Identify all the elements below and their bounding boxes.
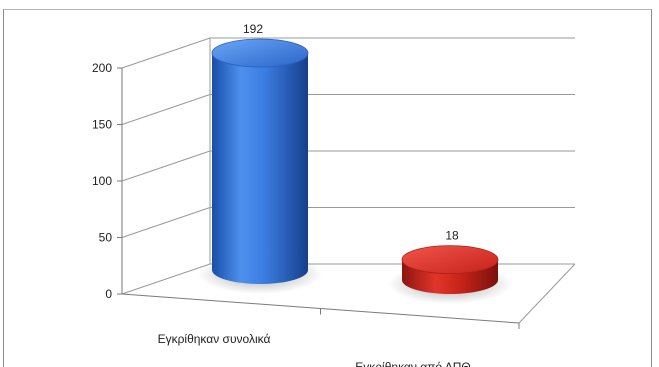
gridline-side <box>121 37 211 69</box>
y-tick-label: 200 <box>92 61 112 75</box>
gridlines <box>121 37 575 295</box>
y-tick-label: 0 <box>105 287 112 301</box>
bars <box>198 38 512 304</box>
y-tick-label: 150 <box>92 118 112 132</box>
x-tick-label: Εγκρίθηκαν συνολικά <box>158 332 271 346</box>
gridline-side <box>121 207 211 238</box>
labels: 0 50 100 150 200 192 18 Εγκρίθηκαν συνολικά Εγκρ… <box>92 22 471 367</box>
y-tick-label: 50 <box>99 231 113 245</box>
y-tick-label: 100 <box>92 174 112 188</box>
x-tick-label: Εγκρίθηκαν από ΑΠΘ <box>355 360 471 367</box>
bar-1 <box>212 53 308 284</box>
data-label: 192 <box>243 22 263 36</box>
chart-frame <box>3 9 652 367</box>
gridline-side <box>121 94 211 125</box>
floor-right-edge <box>518 263 576 324</box>
bar-1-top <box>211 38 309 68</box>
bar-2-top <box>401 245 499 275</box>
axes <box>117 67 576 329</box>
gridline-side <box>121 263 211 295</box>
gridline-side <box>121 150 211 182</box>
data-label: 18 <box>445 229 459 243</box>
